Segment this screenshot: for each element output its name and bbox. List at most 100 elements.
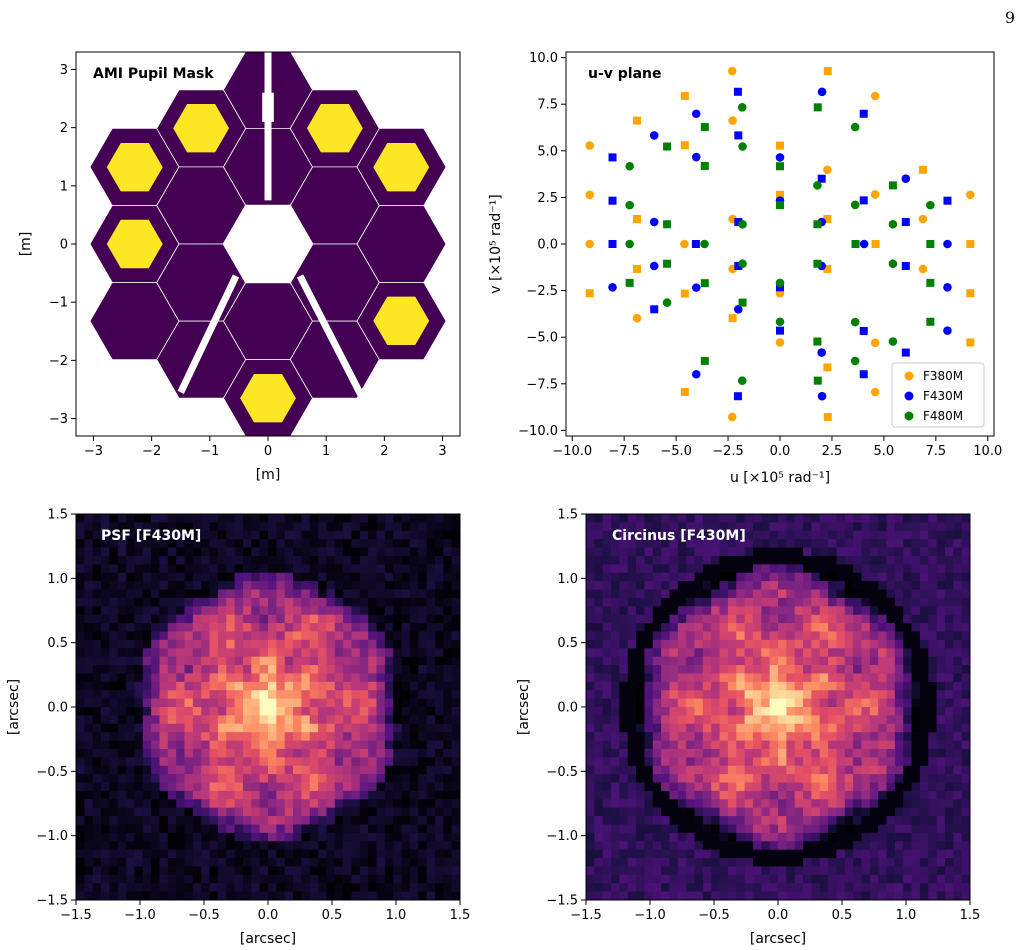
heatmap-pixel [251,673,261,683]
heatmap-pixel [334,665,344,674]
heatmap-pixel [953,807,963,817]
heatmap-pixel [744,807,754,817]
heatmap-pixel [76,614,85,624]
heatmap-pixel [936,623,946,632]
heatmap-pixel [142,639,152,649]
heatmap-pixel [159,799,169,809]
heatmap-pixel [911,782,921,792]
heatmap-pixel [84,690,94,700]
heatmap-pixel [828,723,837,733]
heatmap-pixel [878,539,887,548]
heatmap-pixel [351,639,361,649]
heatmap-pixel [619,757,629,767]
heatmap-pixel [702,681,712,691]
heatmap-pixel [869,874,879,884]
heatmap-pixel [794,514,804,523]
heatmap-pixel [201,740,210,750]
heatmap-pixel [309,816,319,825]
heatmap-pixel [259,581,269,590]
uv-point-f430m [901,218,910,227]
heatmap-pixel [886,707,896,716]
heatmap-pixel [652,790,662,800]
heatmap-pixel [359,614,369,624]
heatmap-pixel [778,832,787,842]
uv-point-f480m [775,317,785,327]
heatmap-pixel [744,816,754,825]
heatmap-pixel [694,799,704,809]
heatmap-pixel [426,841,436,851]
heatmap-pixel [778,748,787,758]
heatmap-pixel [694,740,704,750]
heatmap-pixel [376,774,386,783]
heatmap-pixel [719,547,729,557]
heatmap-pixel [936,614,946,624]
heatmap-pixel [961,866,971,876]
heatmap-pixel [853,698,862,708]
heatmap-pixel [861,866,871,876]
heatmap-pixel [619,681,629,691]
heatmap-pixel [719,589,729,599]
heatmap-pixel [844,681,854,691]
heatmap-pixel [192,648,202,658]
heatmap-pixel [919,891,929,901]
heatmap-pixel [744,597,754,607]
heatmap-pixel [209,665,219,674]
heatmap-pixel [602,723,612,733]
heatmap-pixel [911,866,921,876]
heatmap-pixel [268,581,277,590]
heatmap-pixel [694,606,704,616]
heatmap-pixel [376,849,386,859]
heatmap-pixel [619,799,629,809]
heatmap-pixel [752,732,762,741]
heatmap-pixel [677,589,687,599]
heatmap-pixel [636,723,645,733]
heatmap-pixel [719,883,729,893]
heatmap-pixel [142,665,152,674]
heatmap-pixel [276,816,286,825]
heatmap-pixel [268,832,277,842]
heatmap-pixel [744,623,754,632]
heatmap-pixel [686,723,695,733]
heatmap-pixel [351,547,361,557]
heatmap-pixel [251,715,261,725]
heatmap-pixel [636,572,645,582]
heatmap-pixel [201,707,210,716]
heatmap-pixel [217,656,227,666]
heatmap-pixel [126,790,135,800]
heatmap-pixel [853,740,862,750]
heatmap-pixel [276,866,286,876]
heatmap-pixel [944,849,954,859]
heatmap-pixel [602,782,612,792]
heatmap-pixel [159,715,169,725]
heatmap-pixel [393,866,402,876]
heatmap-pixel [217,799,227,809]
x-tick-label: 3 [438,444,446,459]
heatmap-pixel [293,891,302,901]
heatmap-pixel [418,723,428,733]
heatmap-pixel [176,715,185,725]
heatmap-pixel [919,832,929,842]
heatmap-pixel [594,883,604,893]
heatmap-pixel [602,799,612,809]
heatmap-pixel [594,782,604,792]
heatmap-pixel [92,757,102,767]
heatmap-pixel [318,606,327,616]
heatmap-pixel [828,774,837,783]
heatmap-pixel [318,782,327,792]
heatmap-pixel [928,530,938,540]
heatmap-pixel [752,723,762,733]
heatmap-pixel [744,891,754,901]
heatmap-pixel [586,690,595,700]
heatmap-pixel [84,774,94,783]
heatmap-pixel [778,807,787,817]
heatmap-pixel [752,631,762,641]
heatmap-pixel [318,707,327,716]
heatmap-pixel [586,874,595,884]
heatmap-pixel [309,564,319,574]
heatmap-pixel [84,740,94,750]
heatmap-pixel [234,597,244,607]
heatmap-pixel [418,698,428,708]
heatmap-pixel [259,816,269,825]
heatmap-pixel [652,631,662,641]
